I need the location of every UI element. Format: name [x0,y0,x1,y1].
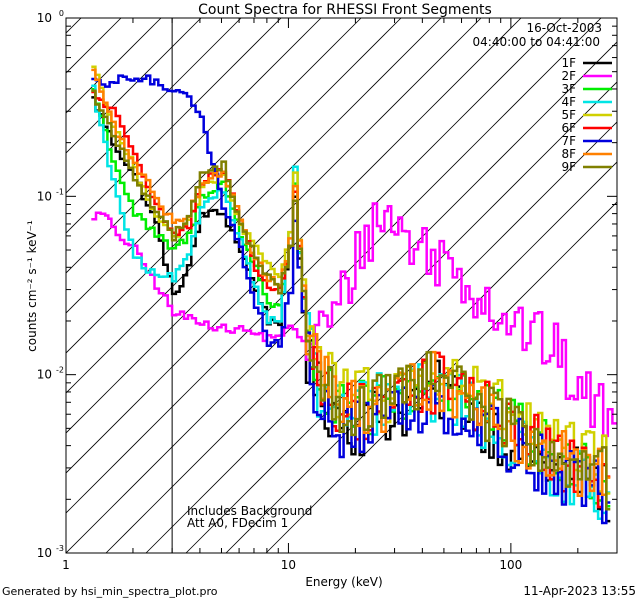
hatch-line [265,201,617,553]
hatch-line [66,18,322,274]
chart-title: Count Spectra for RHESSI Front Segments [198,2,492,18]
plot-frame [65,17,618,554]
hatch-line [0,0,106,553]
hatch-line [66,18,282,234]
attenuator-annotation: Att A0, FDecim 1 [187,516,288,530]
hatch-line [66,18,602,553]
legend-label-6f: 6F [561,121,576,135]
hatch-line [66,18,202,154]
hatch-line [66,18,162,114]
hatch-line [66,18,442,394]
series-line-9f [91,89,611,511]
legend-label-3f: 3F [561,82,576,96]
hatch-line [66,18,482,434]
legend-label-9f: 9F [561,160,576,174]
hatch-line [185,121,617,553]
x-tick-label: 100 [499,558,522,572]
hatch-line [105,41,617,553]
series-line-2f [91,202,617,438]
y-tick-exponent: -1 [56,187,64,196]
hatch-line [66,18,402,354]
legend-label-1f: 1F [561,56,576,70]
generated-by-text: Generated by hsi_min_spectra_plot.pro [2,585,218,598]
legend-label-5f: 5F [561,108,576,122]
hatch-line [66,18,82,34]
y-tick-exponent: -3 [56,544,64,553]
legend-label-8f: 8F [561,147,576,161]
y-tick-label: 10 [37,368,52,382]
series-line-1f [91,96,611,523]
hatch-line [66,18,562,514]
hatched-region [0,0,617,553]
x-tick-label: 1 [62,558,70,572]
legend-label-2f: 2F [561,69,576,83]
x-tick-label: 10 [281,558,296,572]
hatch-line [225,161,617,553]
hatch-line [66,18,242,194]
y-tick-label: 10 [37,11,52,25]
series-line-7f [91,74,611,525]
y-tick-label: 10 [37,546,52,560]
background-annotation: Includes Background [187,504,312,518]
timestamp-text: 11-Apr-2023 13:55 [523,584,636,598]
series-lines [91,65,617,525]
y-tick-exponent: -2 [56,366,64,375]
legend-label-4f: 4F [561,95,576,109]
x-axis-label: Energy (keV) [305,575,382,589]
y-axis-label: counts cm⁻² s⁻¹ keV⁻¹ [25,220,39,352]
date-label: 16-Oct-2003 [526,21,602,35]
legend-label-7f: 7F [561,134,576,148]
hatch-line [66,18,122,74]
time-range-label: 04:40:00 to 04:41:00 [473,35,600,49]
y-tick-exponent: 0 [59,9,64,18]
series-line-8f [91,68,611,497]
hatch-line [66,18,362,314]
y-tick-label: 10 [37,189,52,203]
